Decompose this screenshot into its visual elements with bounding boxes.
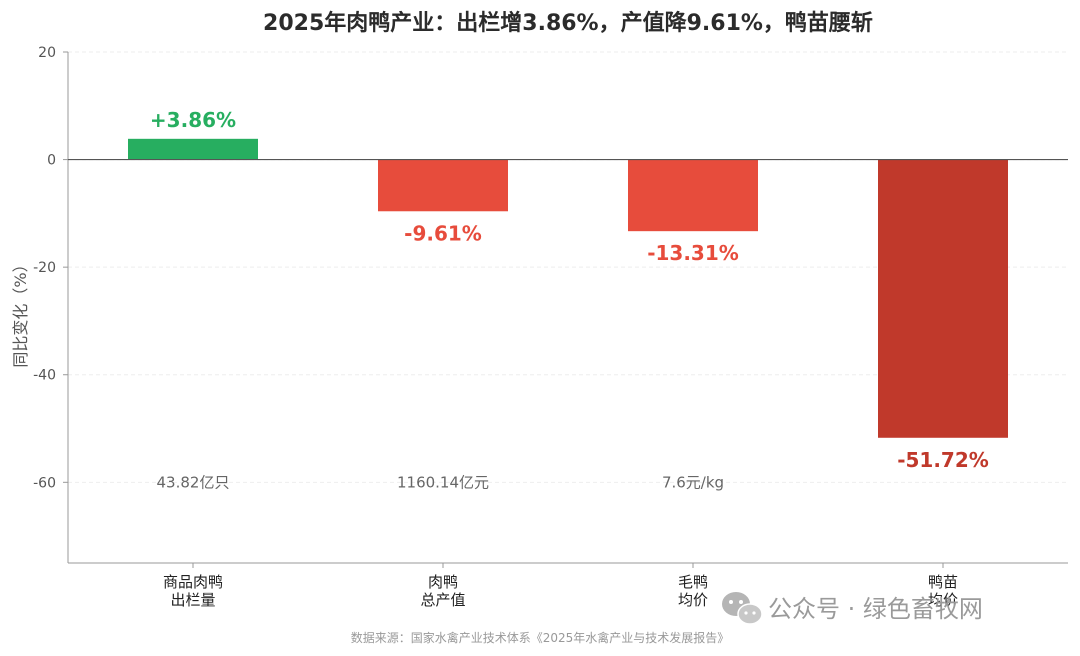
value-label: -13.31% bbox=[647, 241, 739, 265]
bar bbox=[378, 159, 508, 212]
watermark-text: 公众号 · 绿色畜牧网 bbox=[768, 595, 983, 623]
category-label-line1: 毛鸭 bbox=[678, 573, 708, 591]
bar-note: 7.6元/kg bbox=[662, 473, 724, 491]
bar-notes: 43.82亿只 1160.14亿元 7.6元/kg bbox=[157, 473, 725, 491]
bar-note: 43.82亿只 bbox=[157, 473, 230, 491]
value-label: -51.72% bbox=[897, 448, 989, 472]
category-label-line2: 总产值 bbox=[420, 591, 465, 609]
category-label-line2: 均价 bbox=[678, 591, 708, 609]
bar bbox=[878, 159, 1008, 438]
value-label: -9.61% bbox=[404, 221, 482, 245]
y-tick-label: 20 bbox=[38, 45, 56, 61]
watermark: 公众号 · 绿色畜牧网 bbox=[722, 592, 983, 625]
source-note: 数据来源：国家水禽产业技术体系《2025年水禽产业与技术发展报告》 bbox=[351, 630, 730, 645]
y-axis-ticks: 20 0 -20 -40 -60 bbox=[33, 45, 68, 491]
category-label-line1: 肉鸭 bbox=[428, 573, 458, 591]
category-label-line2: 均价 bbox=[928, 591, 958, 609]
bar bbox=[628, 159, 758, 232]
value-label: +3.86% bbox=[150, 108, 236, 132]
bar bbox=[128, 138, 258, 160]
y-tick-label: -20 bbox=[33, 260, 56, 276]
wechat-icon bbox=[722, 592, 763, 625]
bars bbox=[128, 138, 1008, 438]
chart-title: 2025年肉鸭产业：出栏增3.86%，产值降9.61%，鸭苗腰斩 bbox=[263, 10, 873, 36]
bar-note: 1160.14亿元 bbox=[397, 473, 489, 491]
y-tick-label: -60 bbox=[33, 475, 56, 491]
y-tick-label: -40 bbox=[33, 368, 56, 384]
category-label-line2: 出栏量 bbox=[170, 591, 215, 609]
value-labels: +3.86% -9.61% -13.31% -51.72% bbox=[150, 108, 989, 472]
category-label-line1: 商品肉鸭 bbox=[163, 573, 223, 591]
y-axis-label: 同比变化（%） bbox=[11, 256, 30, 367]
category-label-line1: 鸭苗 bbox=[928, 573, 958, 591]
y-tick-label: 0 bbox=[47, 153, 56, 169]
